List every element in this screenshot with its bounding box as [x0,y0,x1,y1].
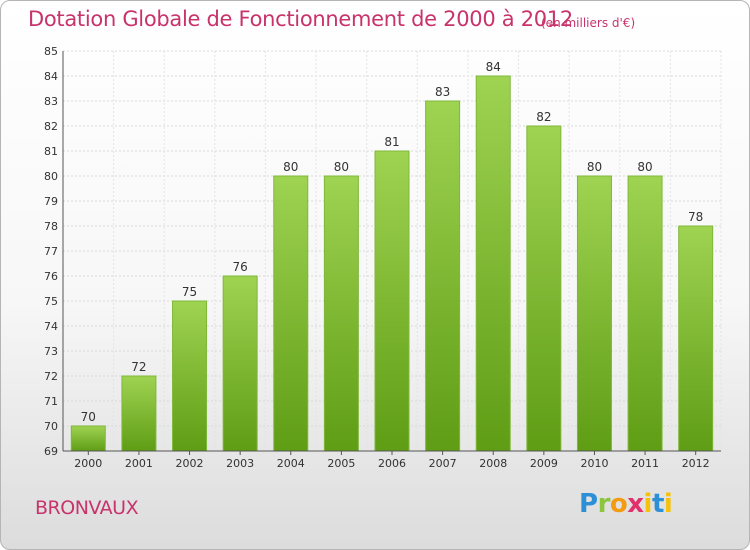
y-tick-label: 79 [44,195,58,208]
data-label-2001: 72 [131,360,146,374]
y-tick-label: 71 [44,395,58,408]
bar-2002[interactable] [172,300,208,452]
x-tick-label-2000: 2000 [74,457,102,470]
x-tick-label-2001: 2001 [125,457,153,470]
y-tick-label: 70 [44,420,58,433]
bar-2010[interactable] [576,175,612,452]
proxiti-logo[interactable]: Proxiti [579,489,673,519]
bar-2004[interactable] [273,175,309,452]
x-tick-label-2008: 2008 [479,457,507,470]
data-label-2011: 80 [637,160,652,174]
data-label-2004: 80 [283,160,298,174]
data-label-2012: 78 [688,210,703,224]
bar-2006[interactable] [374,150,410,452]
y-tick-label: 81 [44,145,58,158]
data-label-2003: 76 [233,260,248,274]
data-label-2006: 81 [384,135,399,149]
y-tick-label: 75 [44,295,58,308]
chart-title: Dotation Globale de Fonctionnement de 20… [28,7,573,31]
x-tick-label-2011: 2011 [631,457,659,470]
y-tick-label: 80 [44,170,58,183]
y-tick-label: 83 [44,95,58,108]
y-tick-label: 84 [44,70,58,83]
bar-2008[interactable] [475,75,511,452]
bar-2007[interactable] [425,100,461,452]
x-tick-label-2012: 2012 [682,457,710,470]
y-tick-label: 73 [44,345,58,358]
x-tick-label-2005: 2005 [327,457,355,470]
x-tick-label-2010: 2010 [580,457,608,470]
y-tick-label: 78 [44,220,58,233]
y-tick-label: 72 [44,370,58,383]
x-tick-label-2009: 2009 [530,457,558,470]
y-tick-label: 85 [44,45,58,58]
y-tick-label: 82 [44,120,58,133]
x-tick-label-2007: 2007 [429,457,457,470]
data-label-2002: 75 [182,285,197,299]
data-label-2008: 84 [486,60,501,74]
bar-2005[interactable] [323,175,359,452]
data-label-2007: 83 [435,85,450,99]
y-tick-label: 77 [44,245,58,258]
y-tick-label: 69 [44,445,58,458]
bar-2000[interactable] [70,425,106,452]
commune-name: BRONVAUX [35,497,139,519]
x-tick-label-2006: 2006 [378,457,406,470]
data-label-2005: 80 [334,160,349,174]
data-label-2000: 70 [81,410,96,424]
bar-2003[interactable] [222,275,258,452]
bar-2012[interactable] [678,225,714,452]
bar-2009[interactable] [526,125,562,452]
x-tick-label-2002: 2002 [176,457,204,470]
bar-2001[interactable] [121,375,157,452]
y-tick-label: 74 [44,320,58,333]
x-tick-label-2004: 2004 [277,457,305,470]
x-tick-label-2003: 2003 [226,457,254,470]
data-label-2009: 82 [536,110,551,124]
chart-unit: (en milliers d'€) [541,16,636,30]
y-tick-label: 76 [44,270,58,283]
data-label-2010: 80 [587,160,602,174]
bar-2011[interactable] [627,175,663,452]
